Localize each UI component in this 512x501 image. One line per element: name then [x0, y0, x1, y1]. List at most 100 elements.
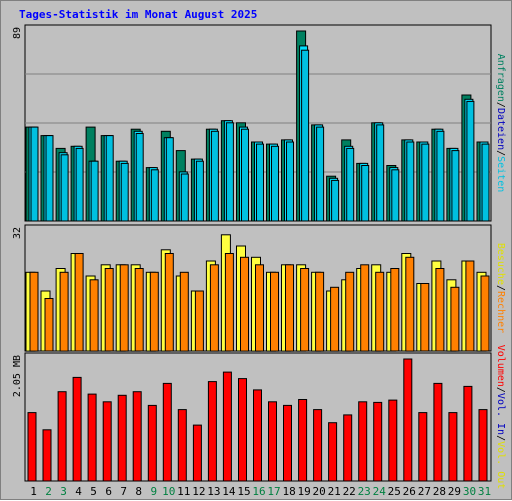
bar-rechner-day-24: [375, 271, 385, 352]
bar-volumen-day-17: [268, 401, 277, 482]
y-max-label: 89: [12, 27, 23, 39]
x-tick-label-day-9: 9: [150, 485, 157, 498]
bar-seiten-day-7: [120, 162, 129, 222]
x-tick-label-day-21: 21: [328, 485, 341, 498]
bar-rechner-day-3: [59, 271, 69, 352]
x-tick-label-day-11: 11: [177, 485, 190, 498]
x-tick-label-day-19: 19: [297, 485, 310, 498]
x-tick-label-day-1: 1: [30, 485, 37, 498]
bar-volumen-day-26: [403, 358, 413, 482]
bar-rechner-day-6: [104, 268, 114, 352]
legend-item-mid-0: Besuche: [495, 243, 506, 285]
bar-rechner-day-5: [89, 279, 99, 352]
bar-volumen-day-1: [27, 412, 37, 482]
legend-item-top-1: /: [495, 102, 506, 108]
legend-item-top-0: Anfragen: [495, 54, 506, 102]
bar-volumen-day-16: [253, 389, 262, 482]
bar-volumen-day-14: [222, 371, 232, 482]
bar-rechner-day-17: [270, 271, 279, 352]
bar-rechner-day-16: [255, 264, 264, 352]
bar-volumen-day-12: [192, 424, 202, 482]
bar-volumen-day-22: [343, 414, 353, 482]
bar-seiten-day-23: [361, 165, 370, 222]
bar-seiten-day-16: [256, 143, 264, 222]
bar-volumen-day-3: [57, 391, 67, 482]
y-max-label: 2.05 MB: [12, 355, 23, 397]
legend-item-bot-1: /: [495, 387, 506, 393]
bar-seiten-day-11: [180, 173, 189, 222]
x-tick-label-day-15: 15: [237, 485, 250, 498]
x-tick-label-day-18: 18: [282, 485, 295, 498]
bar-rechner-day-10: [164, 253, 174, 352]
x-tick-label-day-2: 2: [45, 485, 52, 498]
bar-seiten-day-17: [271, 145, 279, 222]
bar-seiten-day-10: [165, 137, 174, 222]
bar-seiten-day-9: [150, 169, 159, 222]
x-tick-label-day-30: 30: [463, 485, 476, 498]
bar-volumen-day-30: [463, 385, 473, 482]
legend-item-bot-3: /: [495, 435, 506, 441]
x-tick-label-day-25: 25: [388, 485, 401, 498]
bar-rechner-day-22: [345, 271, 355, 352]
bar-volumen-day-29: [448, 412, 458, 482]
bar-rechner-day-31: [480, 275, 490, 352]
bar-seiten-day-13: [210, 130, 219, 222]
bar-volumen-day-18: [283, 404, 292, 482]
bar-volumen-day-27: [418, 412, 428, 482]
bar-rechner-day-25: [390, 268, 400, 352]
x-tick-label-day-16: 16: [252, 485, 265, 498]
bar-rechner-day-23: [360, 264, 370, 352]
bar-seiten-day-8: [135, 133, 144, 222]
bar-rechner-day-28: [435, 268, 445, 352]
bar-volumen-day-31: [478, 409, 488, 482]
bar-seiten-day-24: [376, 124, 385, 222]
bar-rechner-day-1: [29, 271, 39, 352]
bar-volumen-day-24: [373, 401, 383, 482]
bar-rechner-day-12: [194, 290, 204, 352]
bar-seiten-day-12: [195, 160, 204, 222]
bar-rechner-day-11: [179, 271, 189, 352]
bar-rechner-day-15: [240, 256, 249, 352]
bar-volumen-day-21: [328, 422, 338, 482]
bar-seiten-day-19: [301, 49, 310, 222]
legend-item-bot-0: Volumen: [495, 345, 506, 387]
legend-item-mid-2: Rechner: [495, 291, 506, 333]
legend-top: Anfragen/Dateien/Seiten: [495, 54, 506, 193]
x-tick-label-day-7: 7: [120, 485, 127, 498]
bar-seiten-day-3: [60, 154, 69, 222]
x-tick-label-day-17: 17: [267, 485, 280, 498]
bar-rechner-day-29: [450, 286, 460, 352]
bar-volumen-day-28: [433, 382, 443, 482]
bar-volumen-day-23: [358, 401, 368, 482]
bar-seiten-day-5: [90, 160, 99, 222]
bar-rechner-day-13: [209, 264, 219, 352]
x-tick-label-day-29: 29: [448, 485, 461, 498]
x-tick-label-day-23: 23: [358, 485, 371, 498]
x-tick-label-day-14: 14: [222, 485, 236, 498]
bar-rechner-day-30: [465, 260, 475, 352]
bar-seiten-day-31: [481, 143, 490, 222]
bar-rechner-day-18: [285, 264, 294, 352]
bar-seiten-day-1: [30, 126, 39, 222]
bar-seiten-day-18: [286, 141, 294, 222]
legend-item-top-3: /: [495, 150, 506, 156]
bar-volumen-day-8: [132, 391, 142, 482]
bar-volumen-day-10: [162, 382, 172, 482]
chart-title: Tages-Statistik im Monat August 2025: [19, 8, 257, 21]
bar-rechner-day-9: [149, 271, 159, 352]
bar-rechner-day-8: [134, 268, 144, 352]
legend-item-bot-2: Vol. In: [495, 393, 506, 435]
bar-rechner-day-4: [74, 253, 84, 352]
bar-seiten-day-26: [406, 141, 415, 222]
bar-seiten-day-30: [466, 100, 475, 222]
bar-seiten-day-29: [451, 150, 460, 222]
bar-rechner-day-20: [315, 271, 325, 352]
x-tick-label-day-12: 12: [192, 485, 205, 498]
bar-rechner-day-2: [44, 298, 54, 352]
x-tick-label-day-10: 10: [162, 485, 175, 498]
bar-volumen-day-11: [177, 409, 187, 482]
bar-volumen-day-5: [87, 393, 97, 482]
bar-seiten-day-20: [316, 126, 325, 222]
